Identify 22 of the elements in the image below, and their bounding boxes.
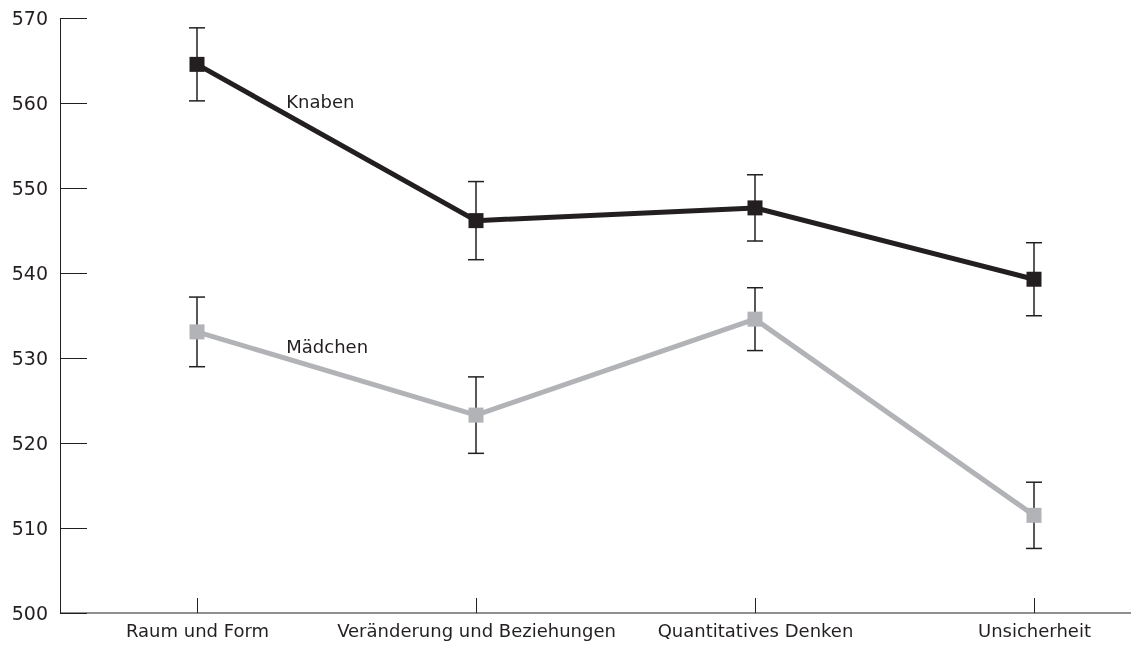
series-label: Knaben [286,91,355,113]
point [468,407,484,423]
y-tick-label: 560 [11,92,48,115]
point [468,213,484,229]
point [1026,271,1042,287]
x-tick-label: Quantitatives Denken [657,619,854,641]
y-tick-label: 540 [11,261,48,284]
y-tick-label: 530 [11,346,48,369]
y-tick-label: 520 [11,431,48,454]
point [189,56,205,72]
y-tick-label: 500 [11,601,48,624]
y-tick-label: 550 [11,176,48,199]
x-tick-label: Unsicherheit [978,619,1091,641]
x-tick-label: Raum und Form [125,619,270,641]
point [747,200,763,216]
point [189,324,205,340]
series-label: Mädchen [286,335,369,357]
point [1026,507,1042,523]
x-tick-label: Veränderung und Beziehungen [337,619,616,641]
point [747,311,763,327]
y-tick-label: 570 [11,7,48,30]
y-tick-label: 510 [11,516,48,539]
